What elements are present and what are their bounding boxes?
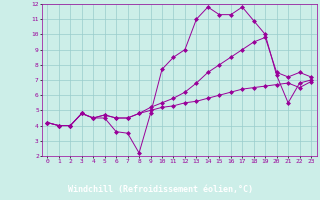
Text: Windchill (Refroidissement éolien,°C): Windchill (Refroidissement éolien,°C) xyxy=(68,185,252,194)
